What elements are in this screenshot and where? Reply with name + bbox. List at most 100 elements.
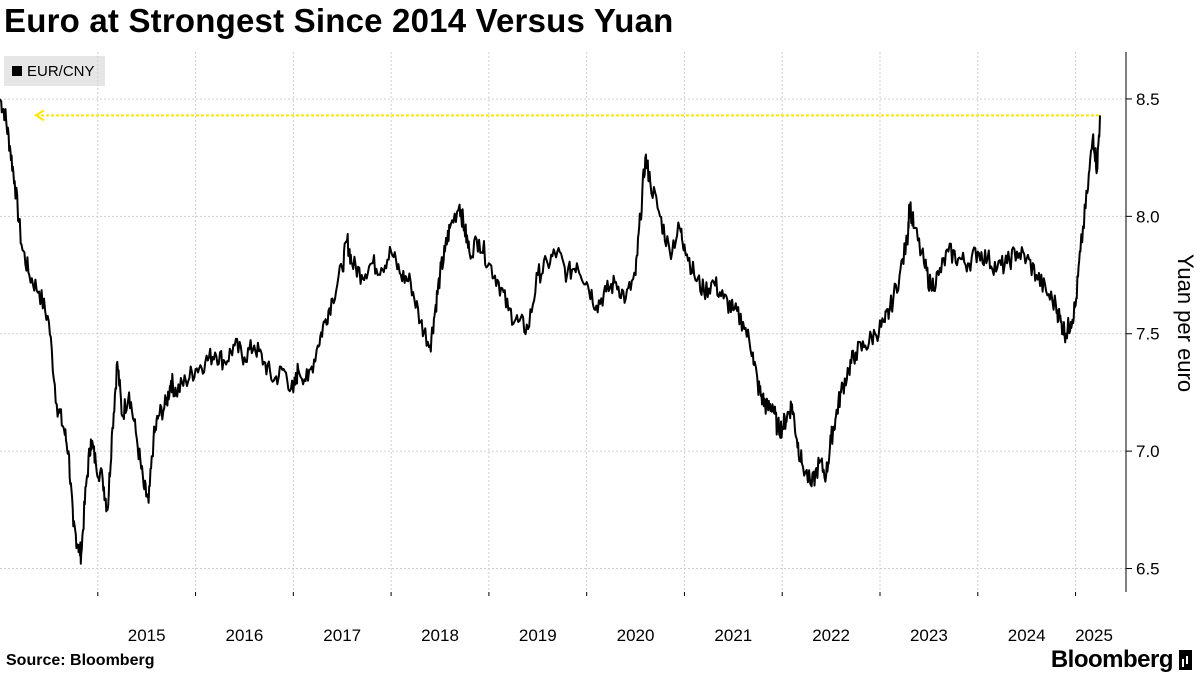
data-point — [848, 368, 850, 370]
data-point — [840, 391, 842, 393]
data-point — [28, 274, 30, 276]
data-point — [615, 281, 617, 283]
data-point — [771, 403, 773, 405]
data-point — [128, 391, 130, 393]
data-point — [1055, 305, 1057, 307]
x-tick-label: 2025 — [1075, 626, 1113, 645]
page-title: Euro at Strongest Since 2014 Versus Yuan — [4, 2, 674, 39]
data-point — [923, 262, 925, 264]
data-point — [116, 361, 118, 363]
series-group — [0, 98, 1101, 565]
data-point — [830, 438, 832, 440]
data-point — [153, 438, 155, 440]
data-point — [693, 274, 695, 276]
data-point — [776, 427, 778, 429]
data-point — [742, 321, 744, 323]
data-point — [390, 251, 392, 253]
data-point — [243, 356, 245, 358]
data-point — [1096, 168, 1098, 170]
data-point — [72, 525, 74, 527]
data-point — [1016, 251, 1018, 253]
data-point — [498, 281, 500, 283]
data-point — [906, 239, 908, 241]
data-point — [371, 262, 373, 264]
data-point — [195, 368, 197, 370]
bloomberg-mark-icon — [1179, 650, 1192, 670]
data-point — [468, 251, 470, 253]
data-point — [48, 321, 50, 323]
data-point — [947, 251, 949, 253]
data-point — [14, 180, 16, 182]
data-point — [429, 345, 431, 347]
data-point — [938, 274, 940, 276]
data-point — [1086, 192, 1088, 194]
data-point — [874, 333, 876, 335]
data-point — [527, 328, 529, 330]
data-point — [434, 309, 436, 311]
data-point — [649, 180, 651, 182]
data-point — [889, 309, 891, 311]
data-point — [121, 415, 123, 417]
data-point — [80, 553, 82, 555]
data-point — [1006, 262, 1008, 264]
x-tick-label: 2015 — [128, 626, 166, 645]
reference-arrow-icon — [34, 109, 45, 122]
data-point — [331, 298, 333, 300]
data-point — [864, 345, 866, 347]
data-point — [767, 408, 769, 410]
data-point — [1026, 258, 1028, 260]
data-point — [273, 380, 275, 382]
data-point — [449, 227, 451, 229]
data-point — [635, 274, 637, 276]
data-point — [781, 427, 783, 429]
data-point — [884, 321, 886, 323]
brand-logo: Bloomberg — [1051, 646, 1192, 674]
data-point — [796, 438, 798, 440]
data-point — [1070, 321, 1072, 323]
data-point — [136, 438, 138, 440]
x-tick-label: 2019 — [519, 626, 557, 645]
data-point — [1035, 274, 1037, 276]
data-point — [170, 380, 172, 382]
x-axis-ticks: 2015 2016 2017 2018 2019 2020 2021 2022 2023 2024… — [97, 592, 1113, 645]
data-point — [292, 391, 294, 393]
x-tick-label: 2021 — [714, 626, 752, 645]
data-point — [185, 380, 187, 382]
data-point — [1092, 133, 1094, 135]
data-point — [507, 309, 509, 311]
data-point — [77, 544, 79, 546]
x-tick-label: 2024 — [1008, 626, 1046, 645]
data-point — [143, 485, 145, 487]
data-point — [517, 321, 519, 323]
data-point — [444, 251, 446, 253]
data-point — [410, 281, 412, 283]
data-point — [1075, 305, 1077, 307]
series-line-eur-cny — [0, 98, 1101, 565]
data-point — [21, 244, 23, 246]
data-point — [361, 274, 363, 276]
source-note: Source: Bloomberg — [6, 652, 155, 669]
x-tick-label: 2020 — [617, 626, 655, 645]
data-point — [732, 309, 734, 311]
data-point — [1065, 333, 1067, 335]
data-point — [439, 274, 441, 276]
data-point — [987, 258, 989, 260]
data-point — [908, 204, 910, 206]
data-point — [102, 478, 104, 480]
data-point — [346, 239, 348, 241]
data-point — [757, 384, 759, 386]
data-point — [317, 345, 319, 347]
data-point — [713, 281, 715, 283]
data-point — [307, 380, 309, 382]
data-point — [95, 462, 97, 464]
data-point — [752, 352, 754, 354]
data-point — [576, 262, 578, 264]
x-tick-label: 2016 — [226, 626, 264, 645]
data-point — [967, 262, 969, 264]
data-point — [459, 204, 461, 206]
data-point — [56, 403, 58, 405]
gridlines — [0, 52, 1126, 592]
data-point — [595, 305, 597, 307]
data-point — [625, 298, 627, 300]
data-point — [253, 345, 255, 347]
